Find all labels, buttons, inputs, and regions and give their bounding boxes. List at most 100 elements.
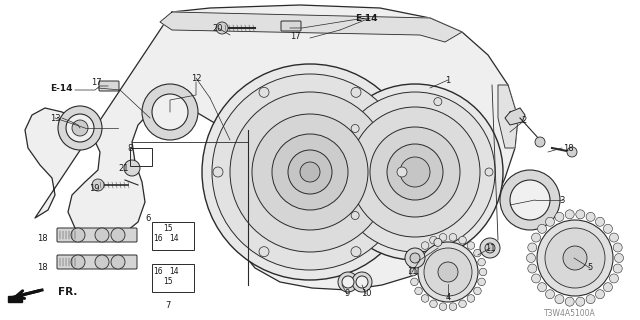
Text: 12: 12	[191, 74, 201, 83]
Bar	[152, 222, 194, 250]
Circle shape	[213, 167, 223, 177]
Text: 20: 20	[212, 23, 223, 33]
Circle shape	[565, 297, 574, 306]
Circle shape	[71, 255, 85, 269]
Circle shape	[421, 295, 429, 302]
Circle shape	[545, 290, 554, 299]
Circle shape	[563, 246, 587, 270]
Circle shape	[604, 224, 612, 233]
Circle shape	[259, 87, 269, 97]
Circle shape	[439, 234, 447, 241]
Circle shape	[555, 212, 564, 221]
Polygon shape	[8, 296, 22, 302]
Circle shape	[338, 272, 358, 292]
Text: 14: 14	[169, 234, 179, 243]
Text: 11: 11	[407, 268, 417, 276]
Polygon shape	[498, 85, 518, 148]
Circle shape	[576, 210, 585, 219]
Circle shape	[415, 249, 422, 257]
Circle shape	[604, 283, 612, 292]
Text: 13: 13	[50, 114, 60, 123]
Text: 6: 6	[145, 213, 150, 222]
Circle shape	[532, 233, 541, 242]
Circle shape	[351, 124, 359, 132]
Circle shape	[300, 162, 320, 182]
Text: 2: 2	[522, 116, 527, 124]
Text: 14: 14	[169, 268, 179, 276]
Circle shape	[545, 217, 554, 226]
Circle shape	[351, 212, 359, 220]
Circle shape	[576, 297, 585, 306]
Text: 16: 16	[153, 234, 163, 243]
Circle shape	[92, 179, 104, 191]
Circle shape	[478, 258, 485, 266]
Circle shape	[459, 236, 467, 244]
Circle shape	[58, 106, 102, 150]
Circle shape	[327, 84, 503, 260]
Circle shape	[538, 283, 547, 292]
Circle shape	[532, 274, 541, 283]
Text: 17: 17	[290, 31, 300, 41]
Circle shape	[586, 295, 595, 304]
Text: 17: 17	[91, 77, 101, 86]
Circle shape	[459, 300, 467, 308]
Circle shape	[400, 157, 430, 187]
Circle shape	[449, 303, 457, 310]
Circle shape	[467, 295, 475, 302]
Circle shape	[565, 210, 574, 219]
Circle shape	[586, 212, 595, 221]
Circle shape	[438, 262, 458, 282]
Circle shape	[555, 295, 564, 304]
Text: 18: 18	[36, 263, 47, 273]
Circle shape	[405, 248, 425, 268]
Circle shape	[259, 247, 269, 257]
Circle shape	[71, 228, 85, 242]
Circle shape	[95, 228, 109, 242]
Circle shape	[613, 264, 622, 273]
Circle shape	[142, 84, 198, 140]
Circle shape	[538, 224, 547, 233]
Circle shape	[370, 127, 460, 217]
FancyBboxPatch shape	[281, 21, 301, 31]
Circle shape	[411, 278, 418, 286]
Circle shape	[335, 92, 495, 252]
Circle shape	[351, 247, 361, 257]
Circle shape	[411, 258, 418, 266]
Circle shape	[609, 274, 618, 283]
Circle shape	[387, 144, 443, 200]
Circle shape	[528, 243, 537, 252]
Circle shape	[595, 217, 605, 226]
Circle shape	[429, 300, 437, 308]
Circle shape	[216, 22, 228, 34]
Circle shape	[478, 278, 485, 286]
Text: 1: 1	[445, 76, 451, 84]
Text: E-14: E-14	[50, 84, 72, 92]
Circle shape	[72, 120, 88, 136]
Circle shape	[152, 94, 188, 130]
Circle shape	[439, 303, 447, 310]
Circle shape	[352, 272, 372, 292]
Circle shape	[111, 228, 125, 242]
Circle shape	[230, 92, 390, 252]
Text: 7: 7	[165, 301, 171, 310]
Circle shape	[409, 268, 417, 276]
Circle shape	[202, 64, 418, 280]
Bar	[152, 264, 194, 292]
Circle shape	[434, 238, 442, 246]
Circle shape	[449, 234, 457, 241]
Circle shape	[500, 170, 560, 230]
Circle shape	[350, 107, 480, 237]
Circle shape	[480, 238, 500, 258]
Circle shape	[613, 243, 622, 252]
Circle shape	[614, 253, 623, 262]
FancyBboxPatch shape	[99, 81, 119, 91]
Text: 9: 9	[344, 290, 349, 299]
FancyBboxPatch shape	[57, 228, 137, 242]
Circle shape	[528, 264, 537, 273]
Circle shape	[95, 255, 109, 269]
Text: E-14: E-14	[355, 13, 378, 22]
Circle shape	[421, 242, 429, 249]
Circle shape	[535, 137, 545, 147]
Circle shape	[418, 242, 478, 302]
Circle shape	[66, 114, 94, 142]
